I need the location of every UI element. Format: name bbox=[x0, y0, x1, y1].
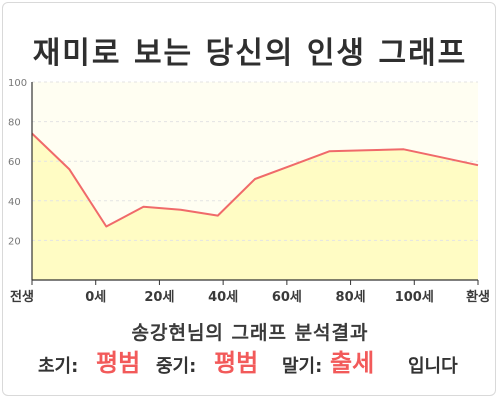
result-suffix: 입니다 bbox=[408, 356, 458, 377]
result-title: 송강현님의 그래프 분석결과 bbox=[131, 322, 369, 344]
page-title: 재미로 보는 당신의 인생 그래프 bbox=[32, 36, 468, 71]
result-summary: 초기: 평범 중기: 평범 말기: 출세 입니다 bbox=[0, 344, 500, 384]
y-tick-label: 40 bbox=[8, 197, 21, 208]
x-tick-label: 80세 bbox=[336, 290, 366, 305]
x-tick-label: 60세 bbox=[272, 290, 302, 305]
x-tick-label: 40세 bbox=[208, 290, 238, 305]
mid-label: 중기: bbox=[156, 356, 197, 377]
y-tick-label: 60 bbox=[8, 157, 21, 168]
late-label: 말기: bbox=[282, 356, 323, 377]
x-tick-label: 0세 bbox=[85, 290, 106, 305]
series-line bbox=[31, 132, 479, 228]
y-tick-label: 20 bbox=[8, 236, 21, 247]
late-value: 출세 bbox=[330, 349, 375, 377]
area-fill bbox=[32, 133, 478, 280]
x-tick-label: 전생 bbox=[10, 289, 34, 305]
early-label: 초기: bbox=[38, 356, 79, 377]
y-tick-label: 100 bbox=[8, 78, 27, 89]
y-tick-label: 80 bbox=[8, 118, 21, 129]
early-value: 평범 bbox=[96, 349, 141, 377]
mid-value: 평범 bbox=[214, 349, 259, 377]
x-tick-label: 환생 bbox=[466, 289, 490, 305]
x-tick-label: 100세 bbox=[395, 290, 434, 305]
x-tick-label: 20세 bbox=[144, 290, 174, 305]
